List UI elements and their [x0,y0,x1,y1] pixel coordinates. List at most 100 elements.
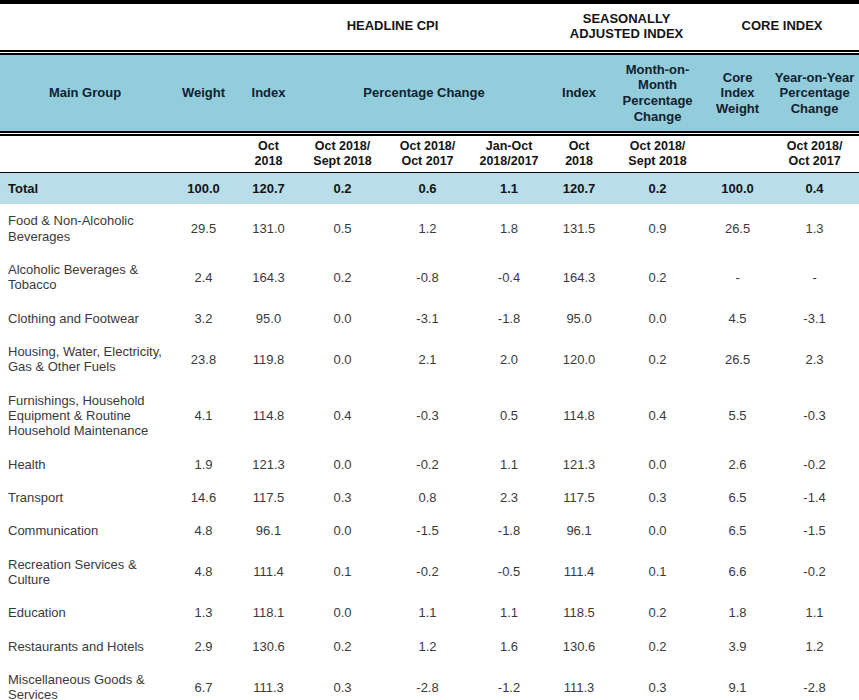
period-header-mom: Oct 2018/ Sept 2018 [300,134,385,173]
cell-value: 95.0 [548,302,610,335]
cell-value: 2.9 [170,630,237,663]
cell-value: -0.8 [385,253,470,302]
cell-value: 0.9 [610,204,705,253]
period-header-blank [705,134,770,173]
row-label: Alcoholic Beverages & Tobacco [0,253,170,302]
cell-value: 130.6 [237,630,300,663]
row-label: Total [0,173,170,205]
cell-value: 95.0 [237,302,300,335]
cell-value: -1.8 [470,302,548,335]
table-row: Food & Non-Alcoholic Beverages29.5131.00… [0,204,859,253]
cell-value: 2.3 [470,481,548,514]
cell-value: 164.3 [548,253,610,302]
cell-value: 0.2 [610,596,705,629]
table-row: Clothing and Footwear3.295.00.0-3.1-1.89… [0,302,859,335]
cell-value: 0.1 [300,548,385,597]
cell-value: 1.1 [470,596,548,629]
table-body: Total100.0120.70.20.61.1120.70.2100.00.4… [0,173,859,700]
cell-value: 1.3 [170,596,237,629]
column-header-percentage-change: Percentage Change [300,52,548,133]
cell-value: 0.8 [385,481,470,514]
cell-value: 0.2 [610,335,705,384]
cell-value: 2.6 [705,448,770,481]
cell-value: 1.2 [385,630,470,663]
cell-value: 131.5 [548,204,610,253]
period-header-row: Oct 2018 Oct 2018/ Sept 2018 Oct 2018/ O… [0,134,859,173]
cell-value: 6.6 [705,548,770,597]
cell-value: 111.4 [237,548,300,597]
cell-value: 1.2 [385,204,470,253]
cell-value: 4.8 [170,548,237,597]
column-header-index: Index [237,52,300,133]
cell-value: 120.7 [237,173,300,205]
cell-value: 0.0 [300,448,385,481]
cell-value: 111.3 [237,663,300,700]
cell-value: 0.3 [610,481,705,514]
cell-value: 117.5 [237,481,300,514]
cell-value: 1.2 [770,630,859,663]
cell-value: 23.8 [170,335,237,384]
cell-value: -1.4 [770,481,859,514]
cell-value: -0.2 [385,448,470,481]
period-header-sa-index: Oct 2018 [548,134,610,173]
cell-value: 0.0 [300,302,385,335]
cell-value: 1.1 [470,173,548,205]
column-header-row: Main Group Weight Index Percentage Chang… [0,52,859,133]
cell-value: 5.5 [705,384,770,448]
cell-value: -0.2 [770,548,859,597]
cell-value: 0.0 [610,514,705,547]
cell-value: 2.3 [770,335,859,384]
period-header-sa-mom: Oct 2018/ Sept 2018 [610,134,705,173]
period-header-blank [0,134,170,173]
cell-value: 121.3 [548,448,610,481]
cell-value: 6.5 [705,514,770,547]
cell-value: 0.2 [300,173,385,205]
cell-value: 130.6 [548,630,610,663]
cell-value: 100.0 [705,173,770,205]
summary-row: Total100.0120.70.20.61.1120.70.2100.00.4 [0,173,859,205]
cell-value: 0.4 [610,384,705,448]
cell-value: 0.3 [610,663,705,700]
period-header-ytd: Jan-Oct 2018/2017 [470,134,548,173]
cell-value: 29.5 [170,204,237,253]
cell-value: 4.8 [170,514,237,547]
table-row: Furnishings, Household Equipment & Routi… [0,384,859,448]
cpi-table: HEADLINE CPI SEASONALLY ADJUSTED INDEX C… [0,0,859,700]
group-header-row: HEADLINE CPI SEASONALLY ADJUSTED INDEX C… [0,2,859,52]
column-header-main-group: Main Group [0,52,170,133]
cell-value: 1.1 [470,448,548,481]
cell-value: 118.1 [237,596,300,629]
row-label: Housing, Water, Electricity, Gas & Other… [0,335,170,384]
table-row: Housing, Water, Electricity, Gas & Other… [0,335,859,384]
column-header-weight: Weight [170,52,237,133]
table-row: Alcoholic Beverages & Tobacco2.4164.30.2… [0,253,859,302]
cell-value: 120.7 [548,173,610,205]
cell-value: 9.1 [705,663,770,700]
period-header-yoy: Oct 2018/ Oct 2017 [385,134,470,173]
row-label: Education [0,596,170,629]
cell-value: 6.7 [170,663,237,700]
cell-value: 1.1 [385,596,470,629]
cell-value: 0.2 [300,253,385,302]
cell-value: 96.1 [548,514,610,547]
cell-value: 0.2 [610,173,705,205]
cell-value: 0.0 [610,448,705,481]
cell-value: 0.4 [770,173,859,205]
cell-value: 0.2 [610,253,705,302]
cell-value: 121.3 [237,448,300,481]
cell-value: 1.8 [705,596,770,629]
cpi-report-sheet: HEADLINE CPI SEASONALLY ADJUSTED INDEX C… [0,0,859,700]
cell-value: 26.5 [705,335,770,384]
cell-value: 0.0 [300,514,385,547]
cell-value: 0.3 [300,481,385,514]
row-label: Miscellaneous Goods & Services [0,663,170,700]
cell-value: 0.2 [300,630,385,663]
cell-value: 111.3 [548,663,610,700]
cell-value: -0.4 [470,253,548,302]
column-header-core-yoy: Year-on-Year Percentage Change [770,52,859,133]
cell-value: 2.4 [170,253,237,302]
cell-value: 6.5 [705,481,770,514]
period-header-core-yoy: Oct 2018/ Oct 2017 [770,134,859,173]
cell-value: 100.0 [170,173,237,205]
cell-value: 0.0 [610,302,705,335]
